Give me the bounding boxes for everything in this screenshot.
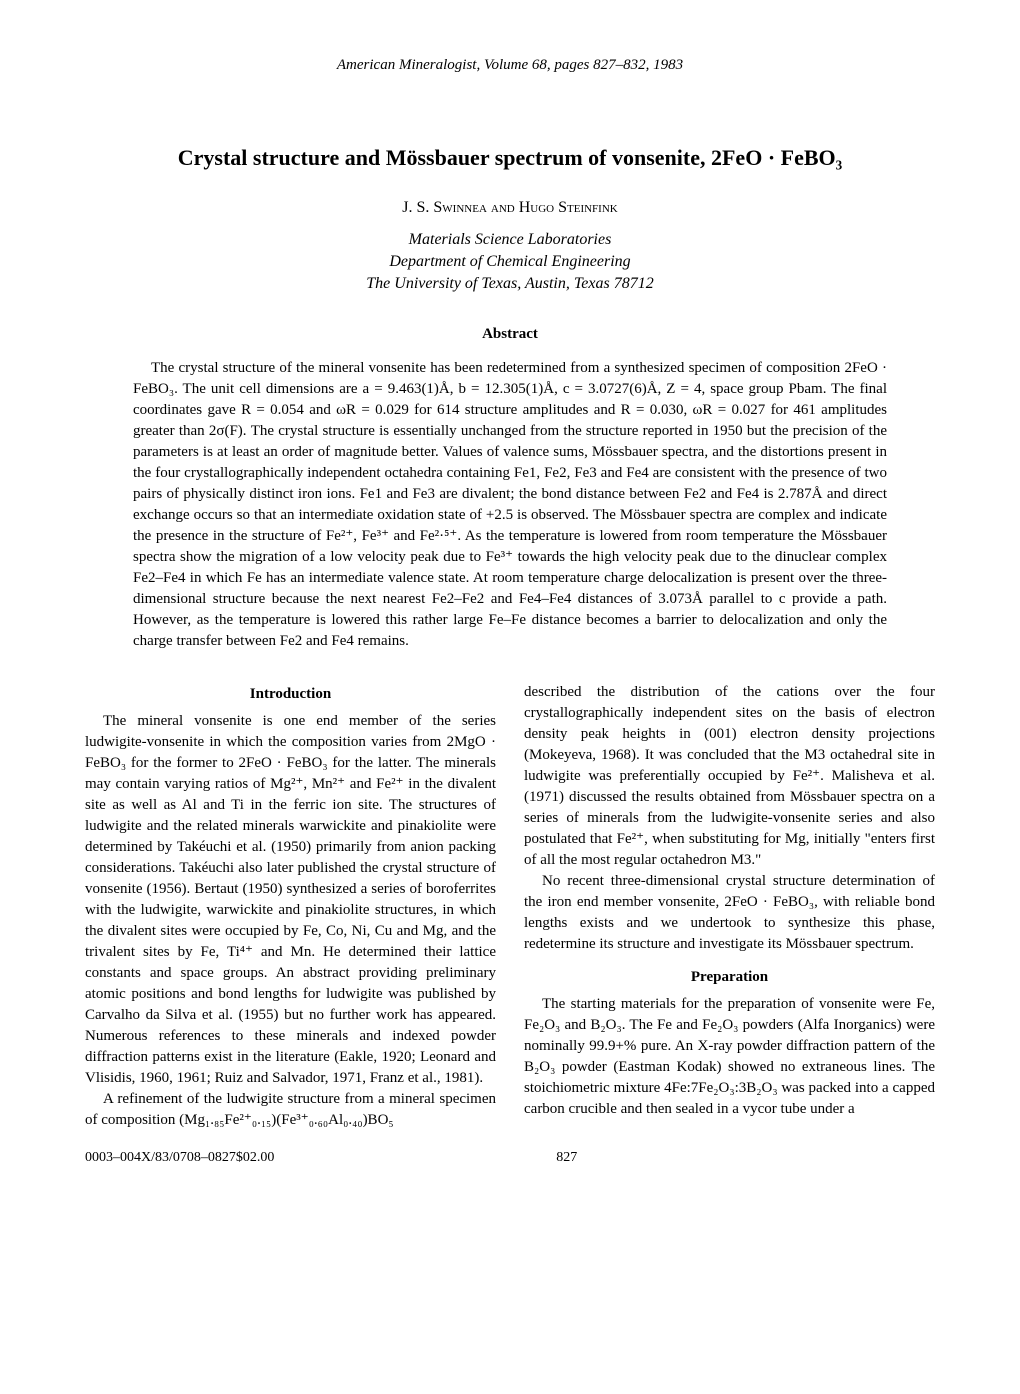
col2-paragraph-2: No recent three-dimensional crystal stru… — [524, 871, 935, 955]
page-number: 827 — [556, 1149, 577, 1168]
affiliation-line-1: Materials Science Laboratories — [85, 229, 935, 251]
article-title: Crystal structure and Mössbauer spectrum… — [85, 143, 935, 173]
page-footer: 0003–004X/83/0708–0827$02.00 827 — [85, 1149, 935, 1168]
footer-code: 0003–004X/83/0708–0827$02.00 — [85, 1149, 274, 1168]
preparation-paragraph-1: The starting materials for the preparati… — [524, 994, 935, 1120]
intro-paragraph-2: A refinement of the ludwigite structure … — [85, 1089, 496, 1131]
intro-paragraph-1: The mineral vonsenite is one end member … — [85, 711, 496, 1089]
left-column: Introduction The mineral vonsenite is on… — [85, 682, 496, 1131]
affiliation-line-2: Department of Chemical Engineering — [85, 251, 935, 273]
right-column: described the distribution of the cation… — [524, 682, 935, 1131]
affiliation: Materials Science Laboratories Departmen… — [85, 229, 935, 296]
introduction-heading: Introduction — [85, 684, 496, 705]
abstract-heading: Abstract — [85, 324, 935, 344]
journal-header: American Mineralogist, Volume 68, pages … — [85, 55, 935, 75]
abstract-body: The crystal structure of the mineral von… — [133, 358, 887, 652]
two-column-body: Introduction The mineral vonsenite is on… — [85, 682, 935, 1131]
authors: J. S. Swinnea and Hugo Steinfink — [85, 197, 935, 219]
affiliation-line-3: The University of Texas, Austin, Texas 7… — [85, 273, 935, 295]
preparation-heading: Preparation — [524, 967, 935, 988]
col2-paragraph-1: described the distribution of the cation… — [524, 682, 935, 871]
